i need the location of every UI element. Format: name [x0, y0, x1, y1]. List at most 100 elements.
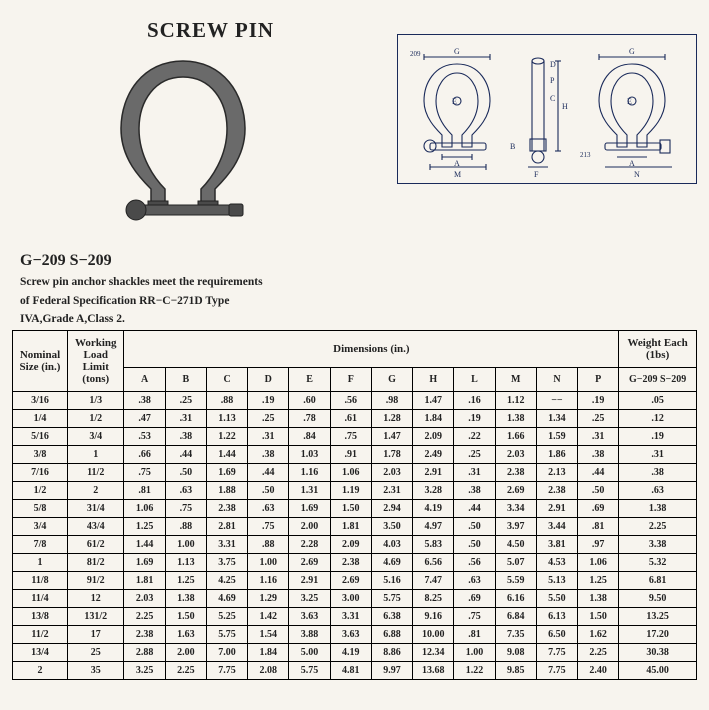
cell: 61/2	[67, 536, 123, 554]
cell: 6.88	[371, 626, 412, 644]
cell: 2	[67, 482, 123, 500]
table-row: 181/21.691.133.751.002.692.384.696.56.56…	[13, 554, 697, 572]
description-line-2: of Federal Specification RR−C−271D Type	[20, 293, 697, 310]
cell: 6.81	[619, 572, 697, 590]
cell: .38	[165, 428, 206, 446]
cell: 3.81	[536, 536, 577, 554]
cell: 13/8	[13, 608, 68, 626]
left-column: SCREW PIN	[12, 12, 355, 234]
table-row: 5/163/4.53.381.22.31.84.751.472.09.221.6…	[13, 428, 697, 446]
cell: 2.94	[371, 500, 412, 518]
cell: 3/16	[13, 392, 68, 410]
top-section: SCREW PIN E G 209	[12, 12, 697, 234]
svg-text:E: E	[627, 97, 632, 106]
cell: 2.00	[165, 644, 206, 662]
cell: 1.63	[165, 626, 206, 644]
cell: 1.38	[619, 500, 697, 518]
cell: 1.28	[371, 410, 412, 428]
cell: .44	[165, 446, 206, 464]
table-row: 3/443/41.25.882.81.752.001.813.504.97.50…	[13, 518, 697, 536]
cell: 1.22	[206, 428, 247, 446]
cell: 2.38	[124, 626, 165, 644]
cell: .38	[578, 446, 619, 464]
cell: .78	[289, 410, 330, 428]
cell: 2.03	[124, 590, 165, 608]
cell: .19	[578, 392, 619, 410]
cell: 4.81	[330, 662, 371, 680]
cell: 1.44	[124, 536, 165, 554]
cell: 2.88	[124, 644, 165, 662]
cell: 1.50	[578, 608, 619, 626]
cell: 2.69	[330, 572, 371, 590]
cell: 1.29	[248, 590, 289, 608]
cell: 7.47	[413, 572, 454, 590]
cell: 45.00	[619, 662, 697, 680]
cell: 1.00	[165, 536, 206, 554]
cell: 7/16	[13, 464, 68, 482]
cell: .75	[165, 500, 206, 518]
cell: 1.50	[330, 500, 371, 518]
cell: 13.68	[413, 662, 454, 680]
cell: 2.00	[289, 518, 330, 536]
cell: .44	[248, 464, 289, 482]
cell: 4.19	[413, 500, 454, 518]
cell: 9.50	[619, 590, 697, 608]
cell: 6.56	[413, 554, 454, 572]
cell: 1.34	[536, 410, 577, 428]
cell: .98	[371, 392, 412, 410]
cell: .31	[248, 428, 289, 446]
cell: 1.06	[330, 464, 371, 482]
col-group-weight: Weight Each (1bs)	[619, 331, 697, 368]
diagram-label-C: C	[550, 94, 555, 103]
cell: 2.91	[413, 464, 454, 482]
cell: 2.25	[165, 662, 206, 680]
cell: 2.38	[536, 482, 577, 500]
cell: .84	[289, 428, 330, 446]
cell: 1.50	[165, 608, 206, 626]
cell: 2.49	[413, 446, 454, 464]
cell: 4.69	[206, 590, 247, 608]
cell: .31	[578, 428, 619, 446]
cell: .44	[454, 500, 495, 518]
cell: 2.03	[371, 464, 412, 482]
cell: 1.38	[578, 590, 619, 608]
cell: 1.06	[578, 554, 619, 572]
cell: .75	[454, 608, 495, 626]
cell: .38	[248, 446, 289, 464]
cell: .63	[619, 482, 697, 500]
cell: 1/2	[13, 482, 68, 500]
cell: 10.00	[413, 626, 454, 644]
cell: 7.75	[536, 662, 577, 680]
cell: 2.03	[495, 446, 536, 464]
cell: 5.75	[206, 626, 247, 644]
model-heading: G−209 S−209	[20, 252, 697, 270]
col-dim-B: B	[165, 368, 206, 392]
cell: 1/4	[13, 410, 68, 428]
cell: 6.16	[495, 590, 536, 608]
table-row: 1/22.81.631.88.501.311.192.313.28.382.69…	[13, 482, 697, 500]
cell: 3.28	[413, 482, 454, 500]
cell: .88	[206, 392, 247, 410]
cell: .38	[454, 482, 495, 500]
cell: 11/8	[13, 572, 68, 590]
cell: .97	[578, 536, 619, 554]
cell: .12	[619, 410, 697, 428]
cell: 2.25	[578, 644, 619, 662]
cell: 1.78	[371, 446, 412, 464]
col-dim-G: G	[371, 368, 412, 392]
col-dim-M: M	[495, 368, 536, 392]
cell: 2.38	[206, 500, 247, 518]
cell: 1/2	[67, 410, 123, 428]
cell: 2.69	[289, 554, 330, 572]
cell: −−	[536, 392, 577, 410]
diagram-label-209: 209	[410, 50, 421, 58]
cell: 2.28	[289, 536, 330, 554]
description-line-3: IVA,Grade A,Class 2.	[20, 311, 697, 328]
diagram-label-F: F	[534, 170, 539, 179]
cell: .66	[124, 446, 165, 464]
cell: 1.38	[495, 410, 536, 428]
cell: 5/8	[13, 500, 68, 518]
cell: 5.07	[495, 554, 536, 572]
cell: 1.84	[248, 644, 289, 662]
cell: 4.25	[206, 572, 247, 590]
